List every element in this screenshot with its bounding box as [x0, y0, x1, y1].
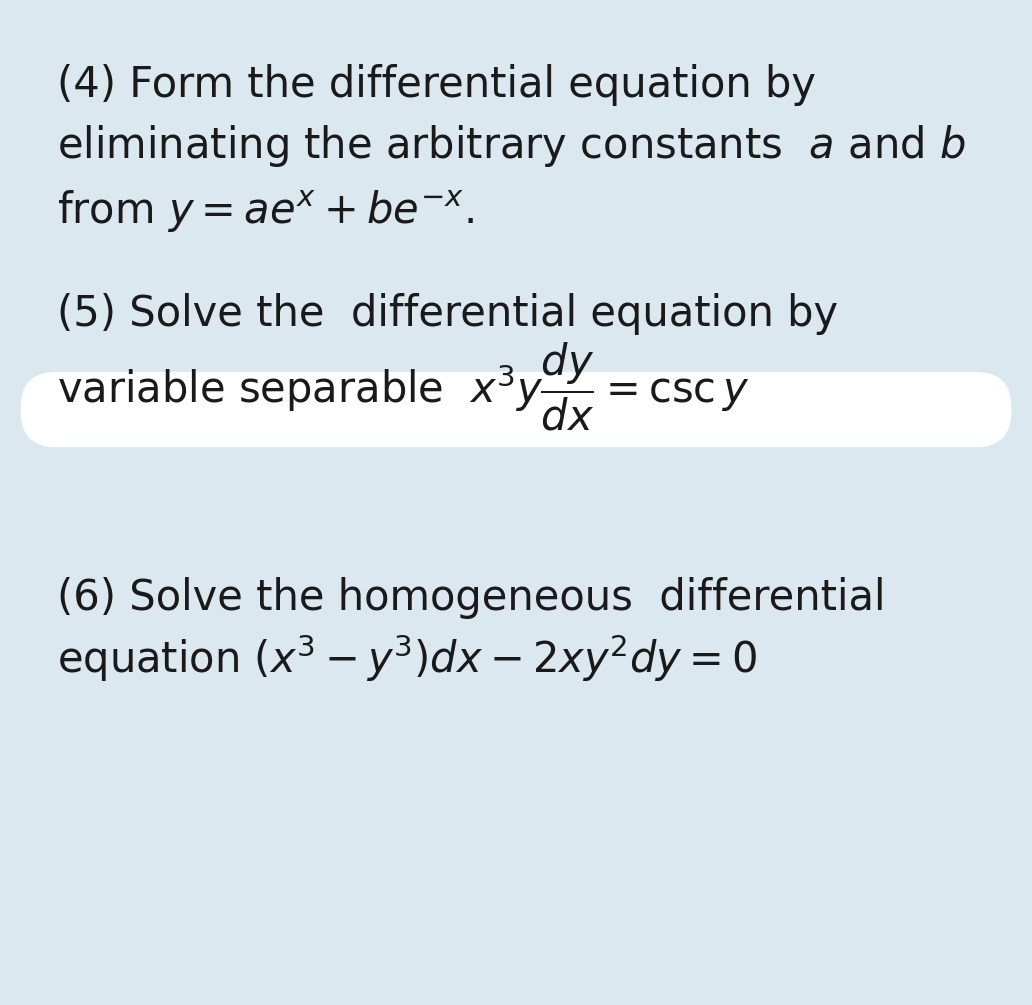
- Text: (4) Form the differential equation by: (4) Form the differential equation by: [57, 64, 815, 107]
- Text: from $y = ae^{x} + be^{-x}$.: from $y = ae^{x} + be^{-x}$.: [57, 188, 474, 234]
- FancyBboxPatch shape: [21, 372, 1011, 447]
- Text: eliminating the arbitrary constants  $a$ and $b$: eliminating the arbitrary constants $a$ …: [57, 123, 965, 169]
- Text: (6) Solve the homogeneous  differential: (6) Solve the homogeneous differential: [57, 577, 885, 619]
- Text: (5) Solve the  differential equation by: (5) Solve the differential equation by: [57, 292, 838, 335]
- Text: equation $(x^3 - y^3)dx - 2xy^2dy = 0$: equation $(x^3 - y^3)dx - 2xy^2dy = 0$: [57, 632, 757, 684]
- Text: variable separable  $x^3y\dfrac{dy}{dx} = \mathrm{csc}\, y$: variable separable $x^3y\dfrac{dy}{dx} =…: [57, 341, 749, 433]
